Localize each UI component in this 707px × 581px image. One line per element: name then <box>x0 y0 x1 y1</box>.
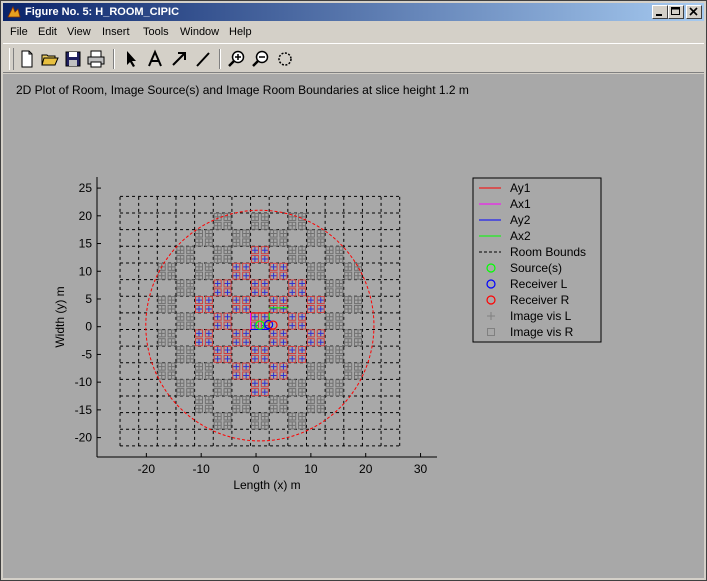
window-title: Figure No. 5: H_ROOM_CIPIC <box>25 6 180 18</box>
menu-bar: File Edit View Insert Tools Window Help <box>3 23 704 42</box>
save-icon[interactable] <box>63 49 83 69</box>
maximize-icon <box>671 7 680 15</box>
rotate-icon[interactable] <box>275 49 295 69</box>
select-arrow-icon[interactable] <box>121 49 141 69</box>
menu-tools[interactable]: Tools <box>143 26 169 38</box>
menu-help[interactable]: Help <box>229 26 252 38</box>
print-icon[interactable] <box>86 49 106 69</box>
zoom-in-icon[interactable] <box>227 49 247 69</box>
zoom-out-icon[interactable] <box>251 49 271 69</box>
toolbar <box>3 43 704 73</box>
toolbar-separator <box>113 49 115 69</box>
menu-edit[interactable]: Edit <box>38 26 57 38</box>
open-folder-icon[interactable] <box>40 49 60 69</box>
maximize-button[interactable] <box>668 5 684 19</box>
menu-window[interactable]: Window <box>180 26 220 38</box>
title-bar[interactable]: Figure No. 5: H_ROOM_CIPIC <box>3 3 704 21</box>
insert-line-icon[interactable] <box>193 49 213 69</box>
figure-canvas <box>3 74 704 578</box>
insert-text-icon[interactable] <box>145 49 165 69</box>
menu-file[interactable]: File <box>10 26 28 38</box>
toolbar-grip <box>9 48 14 70</box>
insert-arrow-icon[interactable] <box>169 49 189 69</box>
menu-view[interactable]: View <box>67 26 91 38</box>
minimize-button[interactable] <box>652 5 668 19</box>
matlab-icon <box>7 6 21 18</box>
new-file-icon[interactable] <box>17 49 37 69</box>
minimize-icon <box>656 14 662 16</box>
close-button[interactable] <box>686 5 702 19</box>
toolbar-separator <box>219 49 221 69</box>
menu-insert[interactable]: Insert <box>102 26 130 38</box>
plot-title: 2D Plot of Room, Image Source(s) and Ima… <box>16 83 469 97</box>
close-icon <box>689 7 698 16</box>
